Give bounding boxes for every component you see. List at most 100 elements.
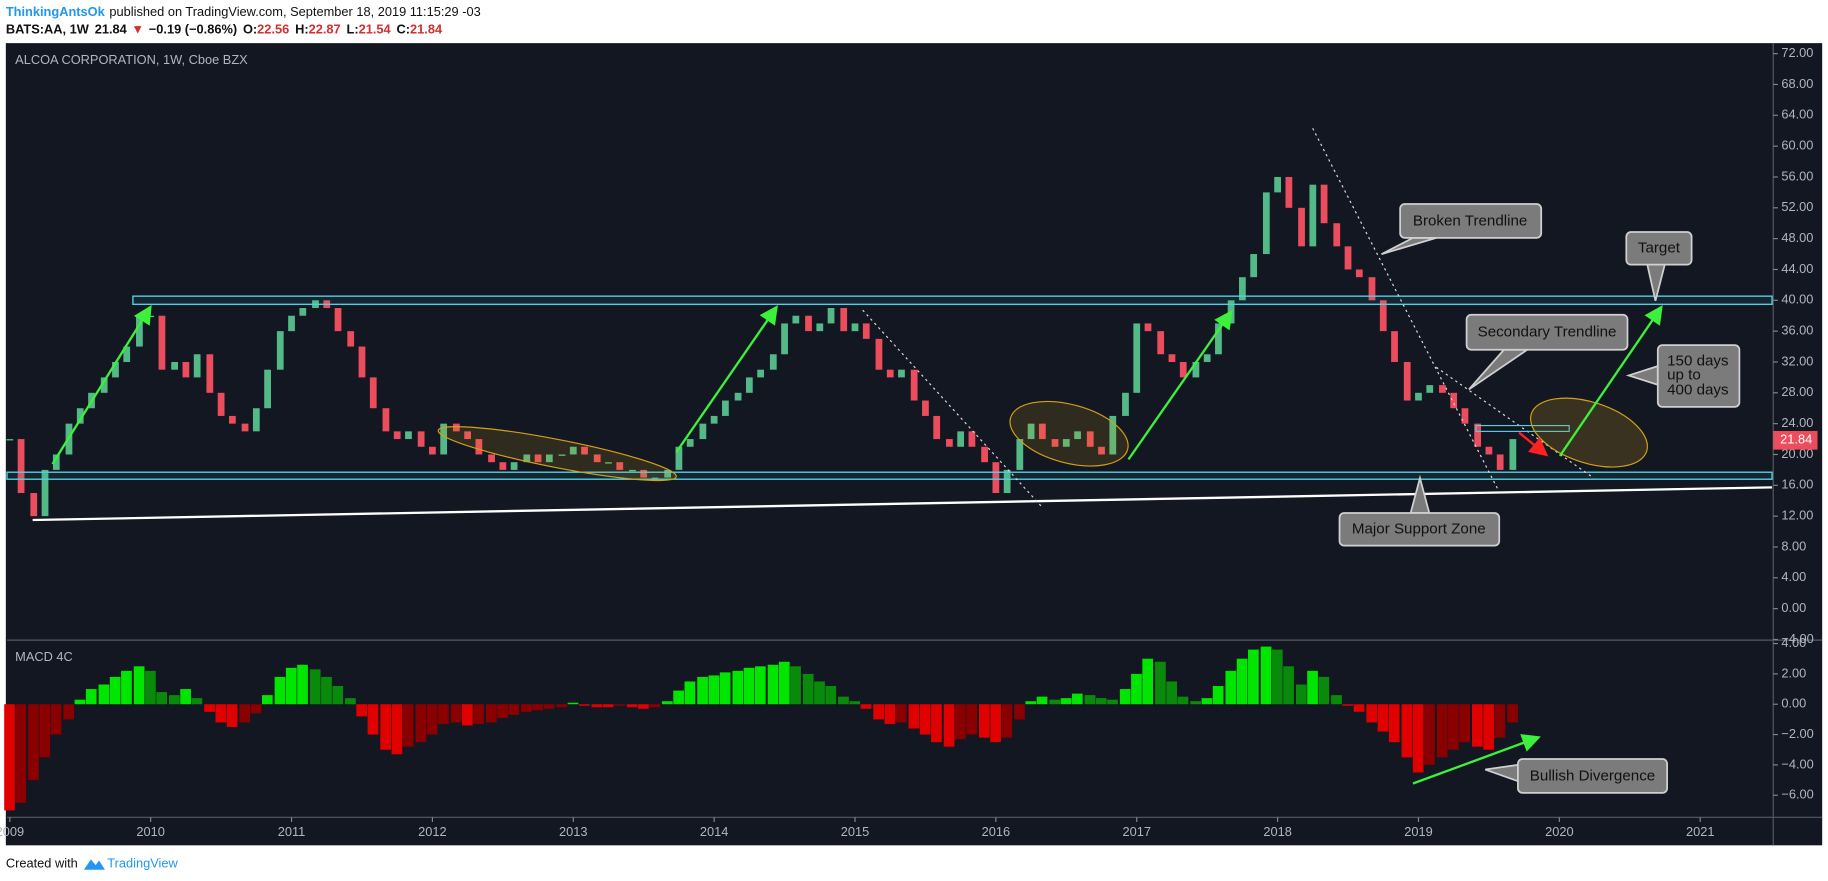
up-arrow [675, 305, 778, 454]
candle [1215, 323, 1222, 355]
candle [488, 454, 495, 463]
macd-bar [1107, 699, 1118, 705]
y-tick-label: 12.00 [1781, 508, 1813, 523]
up-arrow [1127, 309, 1233, 461]
macd-bar [332, 686, 344, 705]
candle [1461, 408, 1469, 424]
macd-bar [895, 704, 907, 723]
candle [1403, 361, 1411, 401]
candle [957, 431, 965, 447]
candle [264, 369, 271, 409]
macd-bar [1095, 698, 1107, 705]
macd-bar [180, 689, 191, 705]
candle [816, 323, 824, 332]
candle [429, 446, 436, 455]
candle [1368, 277, 1376, 301]
macd-bar [109, 676, 121, 705]
macd-bar [966, 704, 977, 735]
footer-brand[interactable]: TradingView [107, 855, 178, 870]
h-label: H: [295, 22, 309, 37]
candle [1320, 184, 1328, 224]
candle [1485, 446, 1493, 455]
candle [981, 446, 988, 463]
macd-bar [1084, 695, 1096, 705]
macd-bar [1448, 704, 1459, 750]
macd-bar [919, 704, 931, 735]
macd-bar [4, 704, 15, 811]
divergence-arrow [1412, 734, 1541, 785]
candle [1122, 392, 1129, 416]
macd-bar [145, 670, 156, 705]
x-tick-label: 2018 [1263, 824, 1292, 839]
header-line-2: BATS:AA, 1W 21.84 ▼ −0.19 (−0.86%) O:22.56 H:… [6, 22, 443, 37]
macd-bar [121, 670, 132, 705]
candle [440, 423, 448, 455]
target-arrow [1558, 305, 1663, 457]
candle [1203, 354, 1211, 362]
macd-bar [285, 667, 297, 705]
macd-bar [602, 704, 614, 708]
candle [1298, 207, 1305, 247]
candle [534, 454, 542, 463]
callout-text: Broken Trendline [1413, 213, 1527, 230]
macd-bar [426, 704, 438, 735]
x-tick-label: 2015 [841, 824, 870, 839]
candle [252, 408, 260, 432]
candle [1450, 392, 1458, 409]
broken-trendline [1312, 127, 1499, 490]
candle [1062, 439, 1070, 447]
macd-bar [1494, 704, 1506, 738]
macd-bar [708, 675, 720, 705]
x-tick-label: 2012 [418, 824, 447, 839]
macd-bar [1377, 704, 1389, 732]
candle [805, 315, 812, 332]
candle [158, 315, 166, 370]
y-tick-label: 4.00 [1781, 635, 1806, 650]
candle [910, 369, 918, 401]
candle [1003, 469, 1011, 494]
macd-bar [345, 698, 356, 705]
h: 22.87 [309, 22, 341, 37]
macd-bar [614, 704, 625, 706]
candle [299, 308, 307, 316]
candle [1379, 300, 1387, 332]
author[interactable]: ThinkingAntsOk [6, 4, 106, 19]
callout: Secondary Trendline [1465, 313, 1629, 391]
candle [851, 323, 859, 332]
y-tick-label: 52.00 [1781, 199, 1813, 214]
macd-bar [743, 667, 755, 705]
macd-bar [74, 699, 86, 705]
candle [136, 315, 143, 347]
candle [241, 423, 249, 432]
candle [1133, 323, 1141, 393]
candle [1262, 192, 1270, 255]
o-label: O: [243, 22, 257, 37]
x-tick-label: 2009 [0, 824, 24, 839]
candle [616, 462, 624, 470]
macd-bar [297, 664, 308, 705]
y-tick-label: 8.00 [1781, 538, 1806, 553]
y-tick-label: 72.00 [1781, 45, 1813, 60]
candle [1274, 176, 1281, 193]
candle [276, 331, 284, 370]
macd-bar [1388, 704, 1400, 743]
y-tick-label: 2.00 [1781, 665, 1806, 680]
macd-bar [754, 666, 766, 705]
macd-bar [1342, 704, 1354, 706]
macd-bar [1271, 649, 1283, 705]
candle [1109, 415, 1117, 455]
candle [1168, 354, 1176, 362]
macd-bar [485, 704, 497, 723]
x-tick-label: 2010 [136, 824, 165, 839]
candle [558, 454, 566, 456]
y-tick-label: 32.00 [1781, 353, 1813, 368]
x-tick-label: 2020 [1545, 824, 1574, 839]
callout-text: Bullish Divergence [1530, 768, 1655, 785]
macd-bar [250, 704, 262, 714]
candle [100, 377, 108, 393]
candle [792, 315, 800, 324]
macd-bar [215, 704, 227, 723]
resistance-zone [132, 295, 1773, 306]
macd-bar [261, 695, 273, 705]
arrows [51, 305, 1663, 785]
